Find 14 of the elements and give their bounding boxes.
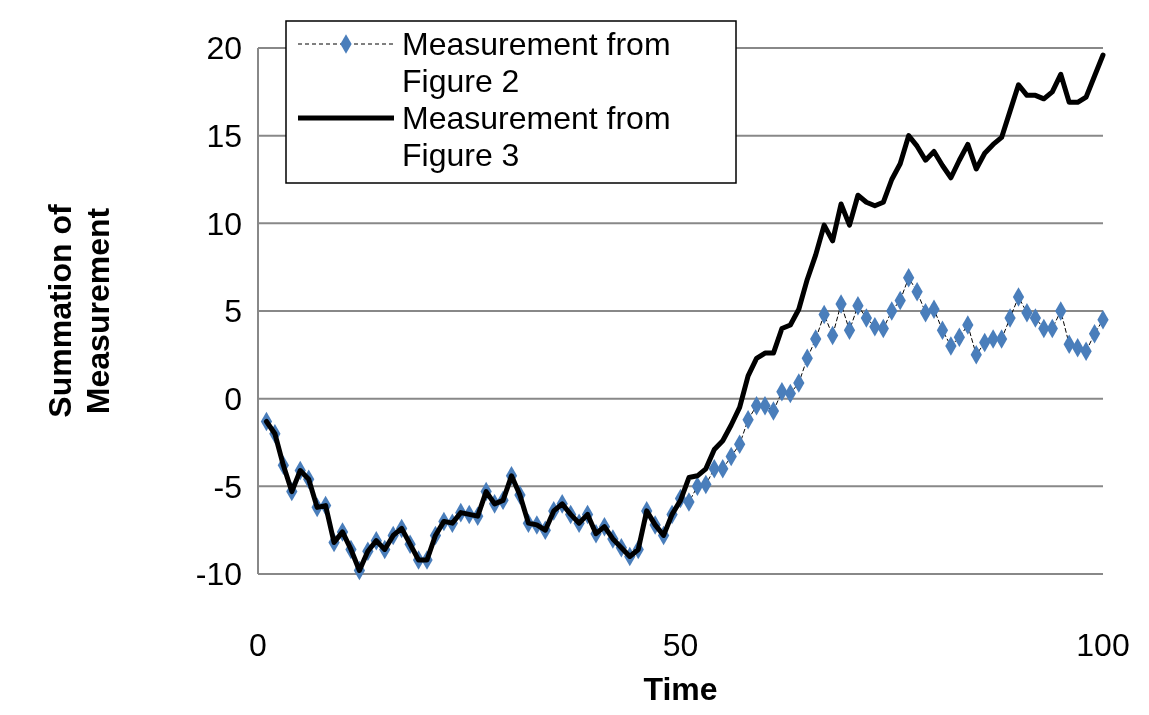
- legend-label: Measurement from Figure 2: [402, 26, 671, 99]
- x-tick-label: 0: [249, 627, 267, 663]
- x-tick-label: 50: [662, 627, 699, 663]
- x-axis-title: Time: [643, 671, 718, 707]
- y-axis-title: Summation of Measurement: [42, 203, 116, 418]
- y-tick-label: 20: [206, 30, 242, 67]
- y-tick-label: -5: [213, 468, 242, 505]
- y-tick-label: -10: [195, 556, 242, 593]
- y-tick-label: 0: [224, 380, 242, 417]
- legend-label: Measurement from Figure 3: [402, 100, 671, 173]
- x-tick-label: 100: [1076, 627, 1130, 663]
- y-tick-label: 5: [224, 293, 242, 330]
- y-tick-label: 15: [206, 117, 242, 154]
- y-tick-label: 10: [206, 205, 242, 242]
